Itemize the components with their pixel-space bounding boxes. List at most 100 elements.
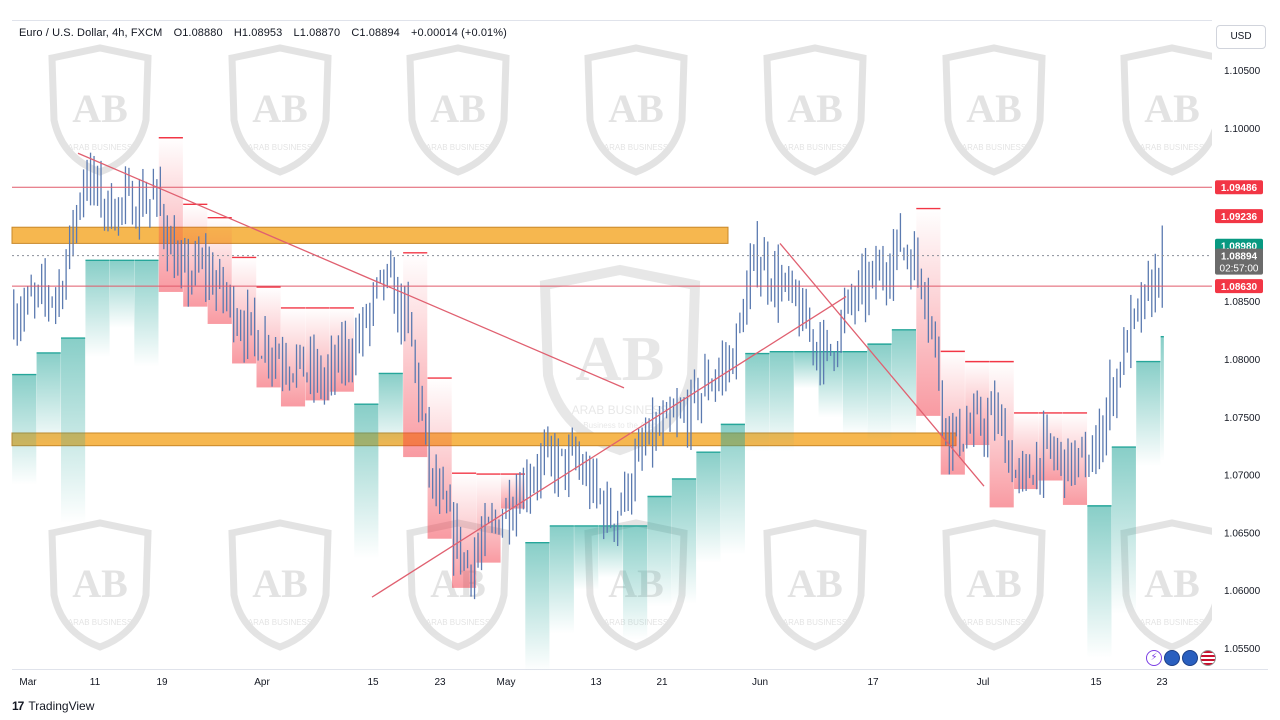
- y-tick-label: 1.10500: [1224, 66, 1261, 77]
- x-tick-label: Jul: [977, 677, 990, 688]
- band-fill-bull: [12, 374, 37, 485]
- band-fill-bull: [891, 329, 916, 438]
- band-fill-bull: [36, 352, 61, 449]
- svg-text:Business to the Arab: Business to the Arab: [583, 421, 657, 430]
- legend-high: H1.08953: [233, 27, 283, 39]
- x-tick-label: Mar: [19, 677, 37, 688]
- band-fill-bull: [842, 351, 868, 435]
- band-fill-bull: [818, 351, 843, 418]
- svg-text:ARAB BUSINESS: ARAB BUSINESS: [248, 143, 312, 152]
- svg-text:AB: AB: [72, 561, 128, 606]
- svg-text:ARAB BUSINESS: ARAB BUSINESS: [962, 143, 1026, 152]
- y-tick-label: 1.05500: [1224, 644, 1261, 655]
- band-fill-bull: [134, 260, 159, 367]
- currency-coin-icon-2[interactable]: [1182, 650, 1198, 666]
- price-axis[interactable]: 1.105001.100001.095001.090001.085001.080…: [1212, 20, 1268, 668]
- band-fill-bull: [696, 452, 721, 563]
- price-badge-level-2: [1215, 209, 1263, 224]
- x-tick-label: 11: [90, 677, 101, 688]
- svg-text:ARAB BUSINESS: ARAB BUSINESS: [1140, 143, 1204, 152]
- svg-text:ARAB BUSINESS: ARAB BUSINESS: [1140, 618, 1204, 627]
- band-fill-bull: [1136, 361, 1161, 467]
- band-fill-bull: [867, 344, 892, 441]
- svg-text:AB: AB: [252, 86, 308, 131]
- y-tick-label: 1.08500: [1224, 297, 1261, 308]
- trendline-descending-june[interactable]: [779, 242, 985, 487]
- y-tick-label: 1.10000: [1224, 124, 1261, 135]
- svg-text:ARAB BUSINESS: ARAB BUSINESS: [248, 618, 312, 627]
- svg-text:AB: AB: [608, 86, 664, 131]
- y-tick-label: 1.06000: [1224, 586, 1261, 597]
- candles: [13, 152, 1163, 600]
- y-tick-label: 1.07000: [1224, 471, 1261, 482]
- legend-open: O1.08880: [173, 27, 223, 39]
- x-tick-label: 23: [1156, 677, 1168, 688]
- lightning-icon[interactable]: ⚡: [1146, 650, 1162, 666]
- svg-text:ARAB BUSINESS: ARAB BUSINESS: [783, 143, 847, 152]
- band-fill-bull: [720, 424, 745, 555]
- band-fill-bull: [549, 525, 574, 634]
- watermark-shield: AB ARAB BUSINESS: [942, 519, 1046, 651]
- watermark-shield: AB ARAB BUSINESS: [1120, 44, 1224, 176]
- svg-text:ARAB BUSINESS: ARAB BUSINESS: [783, 618, 847, 627]
- watermark-shield: AB ARAB BUSINESS: [48, 44, 152, 176]
- band-fill-bull: [623, 525, 648, 640]
- svg-text:ARAB BUSINESS: ARAB BUSINESS: [426, 618, 490, 627]
- x-tick-label: Apr: [254, 677, 270, 688]
- x-tick-label: 23: [434, 677, 446, 688]
- legend-close: C1.08894: [351, 27, 400, 39]
- symbol-legend: Euro / U.S. Dollar, 4h, FXCM O1.08880 H1…: [19, 27, 507, 39]
- svg-text:AB: AB: [966, 561, 1022, 606]
- svg-text:AB: AB: [72, 86, 128, 131]
- currency-button[interactable]: USD: [1216, 25, 1266, 49]
- watermark-shield: AB ARAB BUSINESS: [584, 44, 688, 176]
- price-badge-last: [1215, 248, 1263, 275]
- watermark-center: AB ARAB BUSINESS Business to the Arab: [539, 264, 701, 456]
- svg-text:ARAB BUSINESS: ARAB BUSINESS: [68, 143, 132, 152]
- upper-zone[interactable]: [11, 226, 729, 244]
- tradingview-mark-icon: 17: [12, 699, 24, 713]
- lower-zone[interactable]: [11, 432, 957, 447]
- band-fill-bull: [85, 260, 110, 358]
- tradingview-logo[interactable]: 17 TradingView: [12, 699, 94, 713]
- watermark-shield: AB ARAB BUSINESS: [406, 44, 510, 176]
- legend-symbol: Euro / U.S. Dollar, 4h, FXCM: [19, 27, 163, 39]
- us-flag-icon[interactable]: [1200, 650, 1216, 666]
- x-tick-label: May: [497, 677, 516, 688]
- watermark-shield: AB ARAB BUSINESS: [1120, 519, 1224, 651]
- trendline-descending-march[interactable]: [77, 152, 625, 389]
- watermark-layer: AB ARAB BUSINESS AB ARAB BUSINESS AB ARAB BUS…: [48, 44, 1224, 651]
- watermark-shield: AB ARAB BUSINESS: [48, 519, 152, 651]
- watermark-shield: AB ARAB BUSINESS: [942, 44, 1046, 176]
- band-fill-bull: [671, 478, 697, 604]
- band-fill-bull: [354, 404, 379, 559]
- svg-text:AB: AB: [966, 86, 1022, 131]
- price-badge-label-level-2: 1.09236: [1221, 212, 1258, 223]
- band-fill-bull: [1160, 336, 1164, 462]
- legend-low: L1.08870: [293, 27, 341, 39]
- band-fill-bull: [745, 353, 770, 452]
- time-axis[interactable]: Mar 11 19 Apr 15 23 May 13 21 Jun 17 Jul 15 23: [19, 677, 1168, 688]
- x-tick-label: 13: [590, 677, 602, 688]
- band-fill-bear: [280, 307, 306, 407]
- currency-coin-icon[interactable]: [1164, 650, 1180, 666]
- band-fill-bull: [61, 338, 86, 524]
- svg-text:ARAB BUSINESS: ARAB BUSINESS: [426, 143, 490, 152]
- band-fill-bull: [598, 525, 623, 578]
- x-tick-label: 15: [367, 677, 379, 688]
- svg-text:AB: AB: [787, 561, 843, 606]
- indicator-badges: ⚡: [1146, 650, 1216, 666]
- y-tick-label: 1.07500: [1224, 413, 1261, 424]
- trend-band: [12, 137, 1164, 672]
- svg-text:ARAB BUSINESS: ARAB BUSINESS: [604, 143, 668, 152]
- legend-change: +0.00014 (+0.01%): [411, 27, 507, 39]
- price-badge-label-band: 1.08980: [1221, 242, 1258, 253]
- price-badge-label-resistance: 1.09486: [1221, 183, 1258, 194]
- band-fill-bull: [109, 260, 135, 328]
- y-tick-label: 1.06500: [1224, 528, 1261, 539]
- bar-countdown: 02:57:00: [1220, 264, 1259, 275]
- trendline-ascending-april[interactable]: [371, 296, 847, 598]
- svg-text:ARAB BUSINESS: ARAB BUSINESS: [572, 403, 669, 417]
- price-badge-support: [1215, 279, 1263, 294]
